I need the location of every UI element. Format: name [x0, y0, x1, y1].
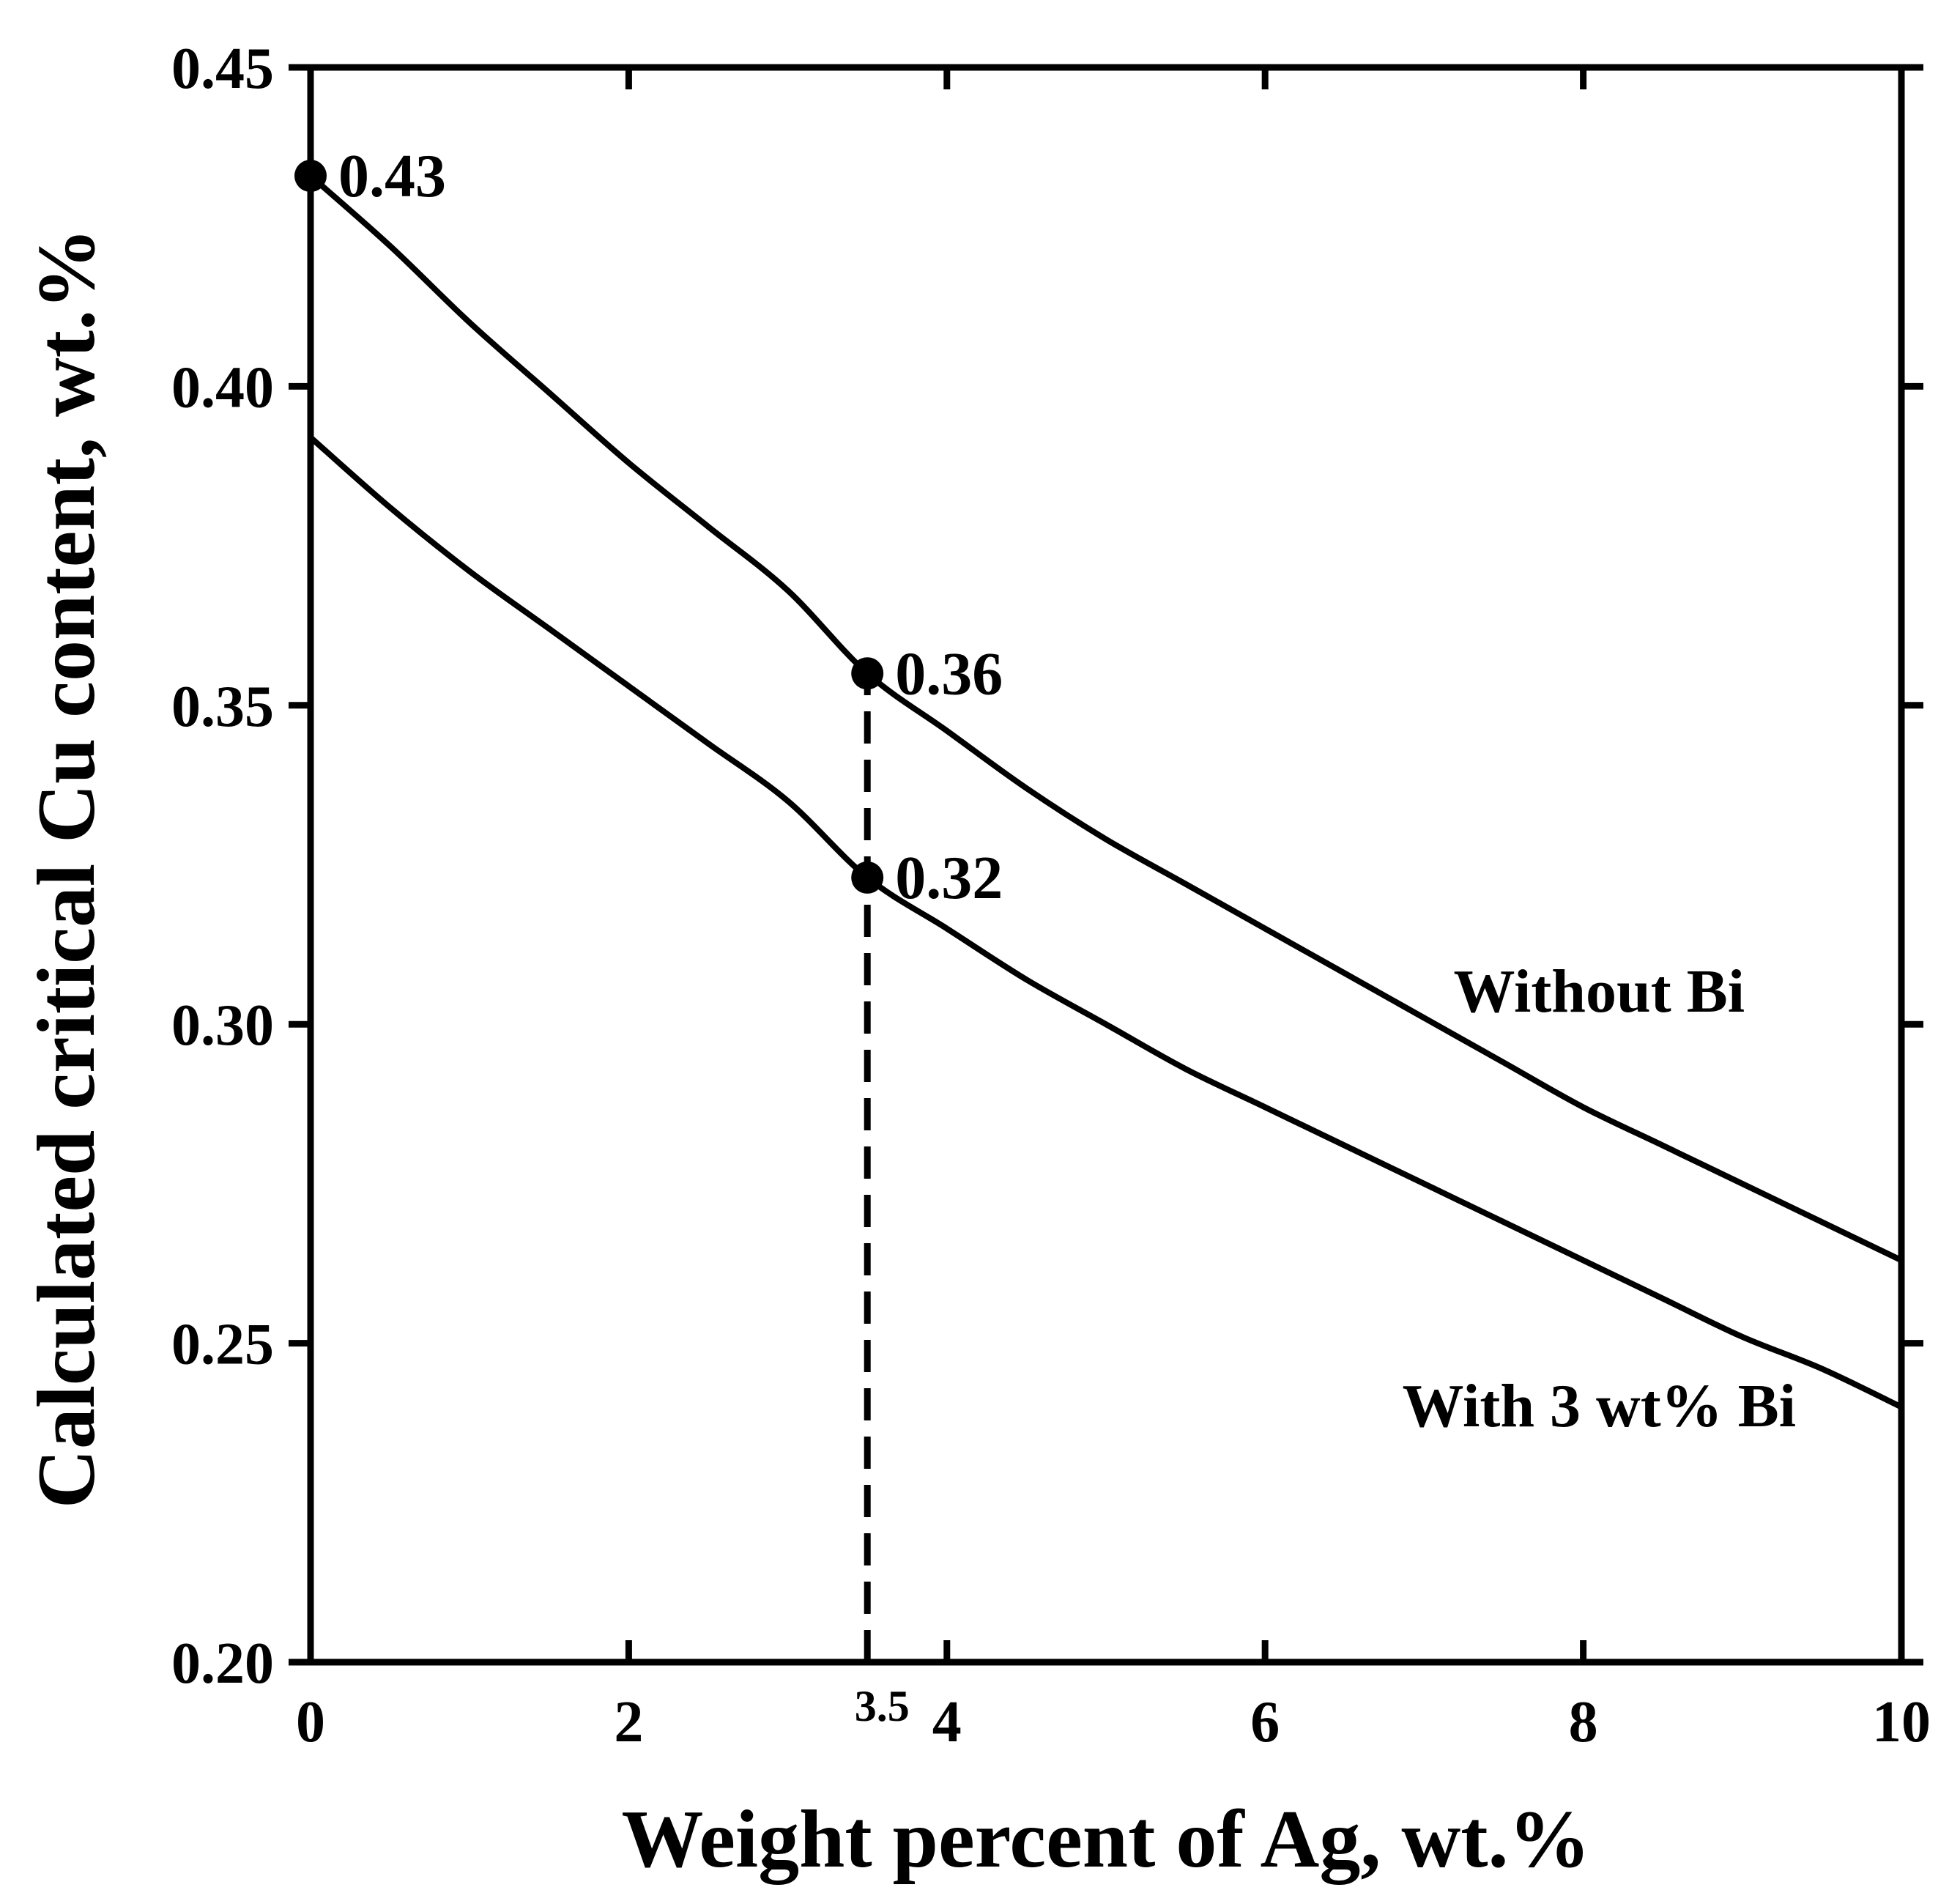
data-point-marker [294, 160, 327, 193]
x-tick-label: 10 [1872, 1690, 1931, 1754]
x-tick-label: 6 [1250, 1690, 1280, 1754]
x-tick-label: 4 [932, 1690, 962, 1754]
y-tick-label: 0.25 [171, 1313, 274, 1377]
y-tick-label: 0.45 [171, 37, 274, 101]
y-tick-label: 0.30 [171, 993, 274, 1058]
y-tick-label: 0.40 [171, 355, 274, 420]
data-point-marker [851, 861, 884, 894]
data-point-label: 0.43 [338, 142, 446, 210]
x-axis-title: Weight percent of Ag, wt.% [621, 1794, 1590, 1885]
series-annotations: Without Bi With 3 wt% Bi [1403, 957, 1797, 1440]
x-tick-label: 2 [614, 1690, 643, 1754]
series-line [308, 435, 1903, 1410]
data-point-label: 0.36 [895, 640, 1003, 708]
y-axis-title: Calculated critical Cu content, wt.% [21, 228, 112, 1508]
y-tick-label: 0.20 [171, 1631, 274, 1696]
data-point-label: 0.32 [895, 844, 1003, 912]
series-annotation: Without Bi [1454, 957, 1745, 1026]
series-annotation: With 3 wt% Bi [1403, 1372, 1797, 1440]
reference-line-label: 3.5 [855, 1682, 910, 1730]
data-markers [294, 160, 884, 894]
axis-tick-labels: 0 2 4 6 8 10 0.20 0.25 0.30 0.35 0.40 0.45 [171, 37, 1931, 1754]
marker-labels: 0.43 0.36 0.32 [338, 142, 1003, 912]
series-lines [308, 174, 1903, 1410]
y-tick-label: 0.35 [171, 675, 274, 739]
x-tick-label: 0 [296, 1690, 325, 1754]
series-line [308, 174, 1903, 1264]
plot-frame [307, 64, 1905, 1666]
x-tick-label: 8 [1569, 1690, 1598, 1754]
data-point-marker [851, 657, 884, 690]
axis-ticks [289, 64, 1923, 1666]
